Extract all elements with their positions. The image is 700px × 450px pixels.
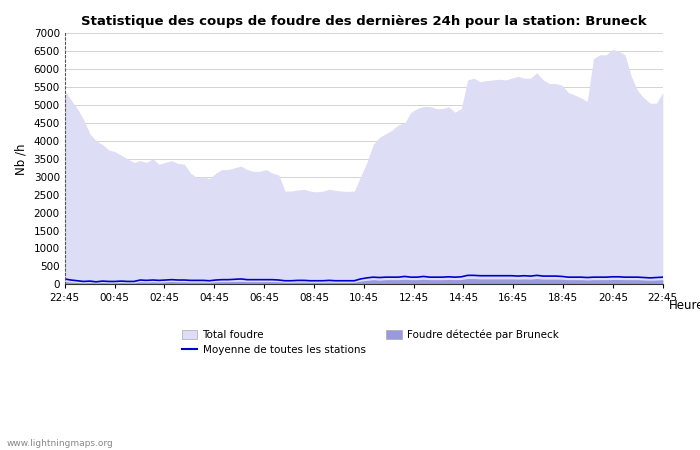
Title: Statistique des coups de foudre des dernières 24h pour la station: Bruneck: Statistique des coups de foudre des dern… [81,15,647,28]
Legend: Total foudre, Moyenne de toutes les stations, Foudre détectée par Bruneck: Total foudre, Moyenne de toutes les stat… [178,325,564,360]
Text: www.lightningmaps.org: www.lightningmaps.org [7,439,113,448]
X-axis label: Heure: Heure [669,299,700,312]
Y-axis label: Nb /h: Nb /h [15,143,28,175]
